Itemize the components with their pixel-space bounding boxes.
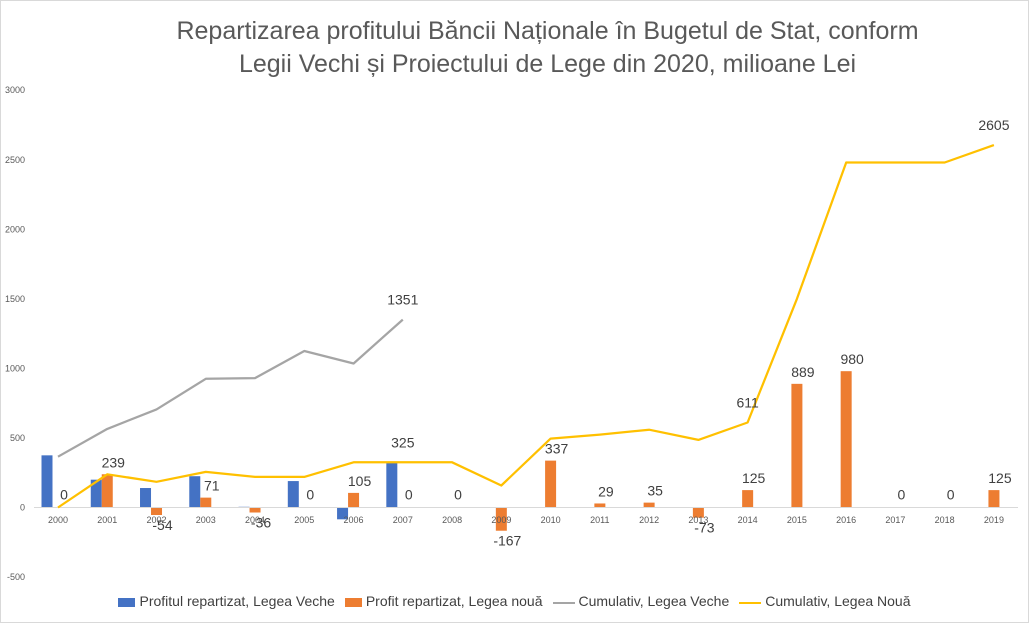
x-tick-label: 2017 <box>885 515 905 525</box>
x-tick-label: 2012 <box>639 515 659 525</box>
bar-data-label: 0 <box>898 487 906 503</box>
y-tick-label: -500 <box>7 572 25 582</box>
y-tick-label: 3000 <box>5 85 25 95</box>
y-tick-label: 1500 <box>5 294 25 304</box>
legend-label: Profitul repartizat, Legea Veche <box>139 593 335 610</box>
legend-item: Cumulativ, Legea Nouă <box>739 593 911 610</box>
x-tick-label: 2008 <box>442 515 462 525</box>
legend-item: Profit repartizat, Legea nouă <box>344 593 543 610</box>
x-tick-label: 2003 <box>196 515 216 525</box>
legend-label: Cumulativ, Legea Nouă <box>765 593 911 610</box>
legend-item: Profitul repartizat, Legea Veche <box>118 593 335 610</box>
x-tick-label: 2005 <box>294 515 314 525</box>
chart-title: Repartizarea profitului Băncii Naționale… <box>1 15 1029 81</box>
bar-data-label: 125 <box>988 470 1012 486</box>
y-axis: -500 0 500 1000 1500 2000 2500 3000 <box>5 85 25 582</box>
x-tick-label: 2007 <box>393 515 413 525</box>
legend: Profitul repartizat, Legea Veche Profit r… <box>0 592 1029 609</box>
y-tick-label: 0 <box>20 503 25 513</box>
bar-data-label: 239 <box>102 454 126 470</box>
legend-swatch <box>118 598 136 608</box>
x-tick-label: 2019 <box>984 515 1004 525</box>
bar-legea-noua-2011 <box>594 503 606 508</box>
x-tick-label: 2009 <box>491 515 511 525</box>
bar-data-label: 0 <box>454 487 462 503</box>
legend-label: Profit repartizat, Legea nouă <box>365 593 543 610</box>
bar-data-label: 0 <box>60 487 68 503</box>
bar-data-label: 29 <box>598 483 614 499</box>
bar-data-label: 35 <box>647 483 663 499</box>
line-data-label: 325 <box>391 434 415 450</box>
legend-item: Cumulativ, Legea Veche <box>552 593 730 610</box>
bar-data-label: 0 <box>405 487 413 503</box>
bar-legea-veche-2002 <box>140 488 152 508</box>
y-tick-label: 1000 <box>5 363 25 373</box>
bar-data-label: -167 <box>493 533 521 549</box>
bar-data-label: 105 <box>348 473 372 489</box>
x-tick-label: 2001 <box>97 515 117 525</box>
bar-legea-noua-2016 <box>840 371 852 508</box>
legend-swatch <box>552 601 575 604</box>
bar-legea-noua-2014 <box>742 490 754 508</box>
bar-legea-noua-2001 <box>101 474 113 508</box>
x-tick-label: 2014 <box>738 515 758 525</box>
bar-data-label: -36 <box>251 515 271 531</box>
chart-title-line-2: Legii Vechi și Proiectului de Lege din 2… <box>238 50 857 78</box>
bar-legea-noua-2002 <box>151 507 163 516</box>
x-axis: 2000 2001 2002 2003 2004 2005 2006 2007 2008 2009… <box>48 515 1004 525</box>
bar-legea-noua-2003 <box>200 497 212 508</box>
bar-data-label: 0 <box>306 487 314 503</box>
bar-data-label: -54 <box>152 517 172 533</box>
bar-legea-noua-2019 <box>988 490 1000 508</box>
bar-legea-veche-2003 <box>189 476 201 508</box>
x-tick-label: 2010 <box>541 515 561 525</box>
bar-data-label: 71 <box>204 478 220 494</box>
x-tick-label: 2018 <box>935 515 955 525</box>
y-tick-label: 2500 <box>5 155 25 165</box>
bar-legea-veche-2007 <box>386 462 398 508</box>
x-tick-label: 2011 <box>590 515 609 525</box>
line-cumulativ-legea-veche <box>57 318 404 458</box>
line-cumulativ-legea-noua <box>57 144 995 509</box>
x-tick-label: 2006 <box>344 515 364 525</box>
data-labels: 0 239 -54 71 -36 0 105 0 0 -167 337 29 35 -73 125 889 98… <box>60 117 1012 549</box>
bar-series <box>41 371 1000 531</box>
line-series <box>57 144 995 509</box>
bar-data-label: 125 <box>742 470 766 486</box>
bar-legea-noua-2006 <box>348 492 360 508</box>
line-data-label: 2605 <box>978 117 1009 133</box>
bar-data-label: 337 <box>545 441 569 457</box>
bar-data-label: 889 <box>791 364 815 380</box>
x-tick-label: 2015 <box>787 515 807 525</box>
bar-legea-noua-2009 <box>495 507 507 531</box>
bar-data-label: 0 <box>947 487 955 503</box>
x-tick-label: 2004 <box>245 515 265 525</box>
line-data-label: 1351 <box>387 292 418 308</box>
bar-data-label: 980 <box>840 351 864 367</box>
bar-legea-veche-2001 <box>90 479 102 508</box>
bar-legea-noua-2010 <box>545 460 557 508</box>
bar-data-label: -73 <box>694 520 714 536</box>
bar-legea-noua-2004 <box>249 507 261 513</box>
y-tick-label: 500 <box>10 433 25 443</box>
x-tick-label: 2000 <box>48 515 68 525</box>
bar-legea-veche-2000 <box>41 455 53 508</box>
y-tick-label: 2000 <box>5 224 25 234</box>
bar-legea-noua-2015 <box>791 383 803 508</box>
chart-title-line-1: Repartizarea profitului Băncii Naționale… <box>176 17 919 45</box>
bar-legea-noua-2013 <box>692 507 704 518</box>
bar-legea-veche-2005 <box>287 481 299 508</box>
x-tick-label: 2016 <box>836 515 856 525</box>
bar-legea-veche-2006 <box>337 507 349 520</box>
legend-swatch <box>344 598 362 608</box>
x-tick-label: 2013 <box>688 515 708 525</box>
legend-label: Cumulativ, Legea Veche <box>578 593 730 610</box>
bar-legea-noua-2012 <box>643 502 655 508</box>
line-data-label: 611 <box>736 395 759 411</box>
x-tick-label: 2002 <box>147 515 167 525</box>
legend-swatch <box>739 601 762 604</box>
